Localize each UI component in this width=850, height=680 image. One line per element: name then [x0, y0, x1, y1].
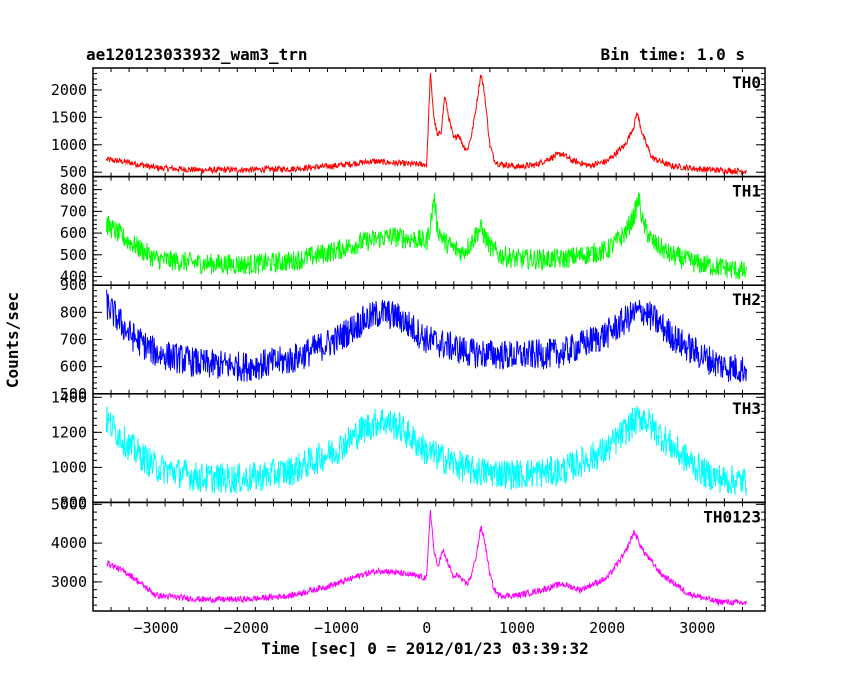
x-tick-label: 2000: [589, 619, 625, 637]
y-tick-label: 600: [60, 224, 87, 242]
y-tick-label: 1500: [51, 108, 87, 126]
y-tick-label: 5000: [51, 495, 87, 513]
y-tick-label: 400: [60, 268, 87, 286]
panel-th0123: TH0123 3000 4000 5000: [51, 495, 766, 612]
y-tick-label: 1000: [51, 458, 87, 476]
y-tick-label: 500: [60, 246, 87, 264]
y-tick-label: 700: [60, 331, 87, 349]
lightcurve-th3: [106, 405, 747, 496]
x-tick-label: 0: [422, 619, 431, 637]
lightcurve-th0123: [106, 509, 747, 607]
y-tick-label: 600: [60, 358, 87, 376]
panel-label: TH1: [732, 182, 761, 201]
y-tick-label: 500: [60, 385, 87, 403]
panel-th0: TH0 500 1000 1500 2000: [51, 67, 766, 181]
y-tick-label: 1400: [51, 388, 87, 406]
panel-label: TH2: [732, 290, 761, 309]
x-tick-label: 3000: [679, 619, 715, 637]
y-tick-label: 700: [60, 202, 87, 220]
y-tick-label: 800: [60, 181, 87, 199]
bin-time-label: Bin time: 1.0 s: [601, 45, 746, 64]
y-axis-label: Counts/sec: [3, 292, 22, 388]
y-tick-label: 800: [60, 303, 87, 321]
lightcurve-th1: [106, 192, 747, 280]
lightcurve-th2: [106, 289, 747, 383]
panel-frame: [92, 501, 766, 612]
x-tick-label: −2000: [224, 619, 269, 637]
y-tick-label: 4000: [51, 534, 87, 552]
panel-label: TH0: [732, 73, 761, 92]
y-tick-label: 3000: [51, 573, 87, 591]
panel-label: TH0123: [703, 507, 761, 526]
x-tick-label: −3000: [134, 619, 179, 637]
lightcurve-th0: [106, 72, 747, 176]
y-tick-label: 900: [60, 276, 87, 294]
chart-title: ae120123033932_wam3_trn: [86, 45, 308, 64]
y-tick-label: 500: [60, 163, 87, 181]
panel-th2: TH2 500 600 700 800 900: [60, 276, 766, 403]
panel-th3: TH3 800 1000 1200 1400: [51, 388, 766, 511]
x-axis-label: Time [sec] 0 = 2012/01/23 03:39:32: [261, 639, 589, 658]
panel-label: TH3: [732, 399, 761, 418]
y-tick-label: 2000: [51, 81, 87, 99]
x-tick-label: 1000: [499, 619, 535, 637]
y-tick-label: 800: [60, 493, 87, 511]
panel-frame: [92, 67, 766, 178]
panels-group: TH0 500 1000 1500 2000 TH1 400 500 600 700 800 TH2 5…: [51, 67, 766, 637]
x-tick-label: −1000: [314, 619, 359, 637]
y-tick-label: 1000: [51, 136, 87, 154]
panel-th1: TH1 400 500 600 700 800: [60, 175, 766, 286]
y-tick-label: 1200: [51, 423, 87, 441]
